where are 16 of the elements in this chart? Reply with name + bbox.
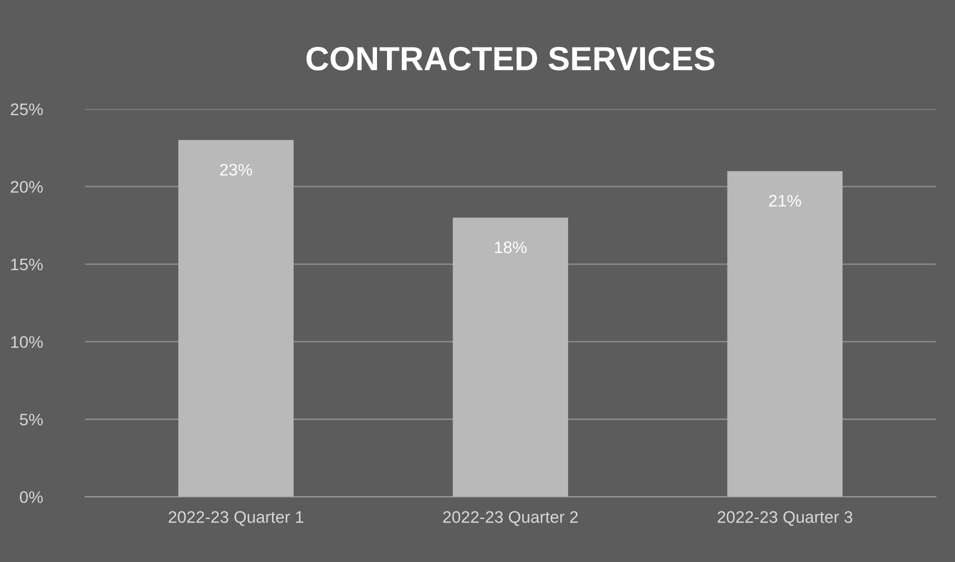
y-tick-label: 5% — [20, 414, 43, 426]
y-tick-label: 0% — [20, 491, 43, 504]
bar — [178, 140, 294, 497]
x-tick-label: 2022-23 Quarter 1 — [168, 511, 304, 526]
y-tick-label: 20% — [10, 180, 43, 193]
x-tick-label: 2022-23 Quarter 2 — [443, 511, 578, 526]
data-label: 21% — [769, 194, 802, 207]
bar — [452, 218, 568, 497]
chart-title: CONTRACTED SERVICES — [306, 46, 714, 70]
y-tick-label: 25% — [10, 103, 43, 116]
y-tick-label: 10% — [11, 336, 43, 348]
y-tick-label: 15% — [11, 258, 43, 270]
x-tick-label: 2022-23 Quarter 3 — [718, 511, 852, 526]
data-label: 18% — [495, 241, 527, 254]
data-label: 23% — [220, 164, 252, 176]
bar — [727, 171, 843, 497]
